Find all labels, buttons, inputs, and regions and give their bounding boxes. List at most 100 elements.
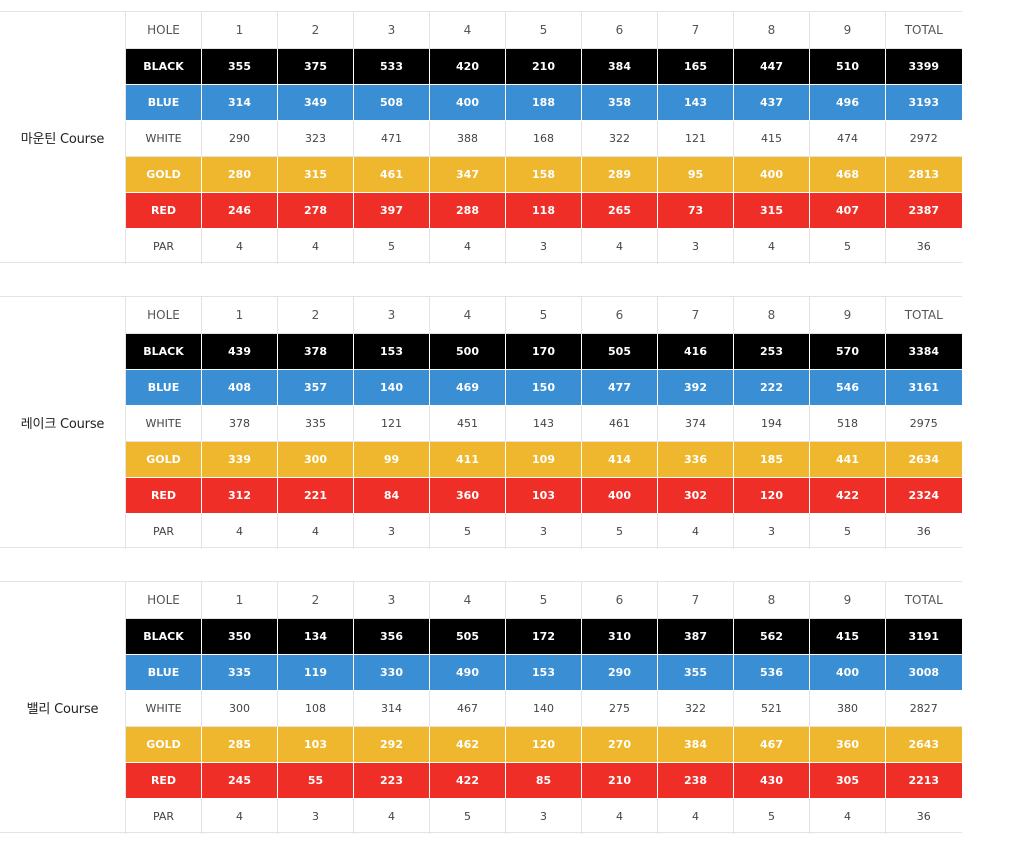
yardage-cell: 120 bbox=[733, 477, 810, 514]
yardage-cell: 300 bbox=[277, 441, 354, 478]
row-label: BLACK bbox=[125, 333, 202, 370]
yardage-cell: 400 bbox=[581, 477, 658, 514]
total-cell: 2813 bbox=[885, 156, 962, 193]
hole-number: 9 bbox=[809, 297, 886, 334]
yardage-cell: 474 bbox=[809, 120, 886, 157]
yardage-cell: 461 bbox=[581, 405, 658, 442]
yardage-cell: 451 bbox=[429, 405, 506, 442]
yardage-cell: 165 bbox=[657, 48, 734, 85]
row-label: BLUE bbox=[125, 84, 202, 121]
row-label: WHITE bbox=[125, 120, 202, 157]
hole-number: 5 bbox=[505, 297, 582, 334]
yardage-cell: 95 bbox=[657, 156, 734, 193]
par-tee-row: PAR 4 3 4 5 3 4 4 5 4 36 bbox=[125, 798, 962, 834]
yardage-cell: 150 bbox=[505, 369, 582, 406]
hole-number: 8 bbox=[733, 12, 810, 49]
yardage-cell: 3 bbox=[505, 798, 582, 834]
hole-number: 4 bbox=[429, 297, 506, 334]
yardage-cell: 3 bbox=[657, 228, 734, 264]
yardage-cell: 275 bbox=[581, 690, 658, 727]
yardage-cell: 400 bbox=[733, 156, 810, 193]
yardage-cell: 407 bbox=[809, 192, 886, 229]
yardage-cell: 533 bbox=[353, 48, 430, 85]
yardage-cell: 245 bbox=[201, 762, 278, 799]
yardage-cell: 356 bbox=[353, 618, 430, 655]
red-tee-row: RED 312 221 84 360 103 400 302 120 422 2324 bbox=[125, 477, 962, 514]
row-label: RED bbox=[125, 477, 202, 514]
yardage-cell: 4 bbox=[201, 798, 278, 834]
yardage-cell: 375 bbox=[277, 48, 354, 85]
yardage-cell: 437 bbox=[733, 84, 810, 121]
yardage-cell: 500 bbox=[429, 333, 506, 370]
yardage-cell: 289 bbox=[581, 156, 658, 193]
hole-number: 5 bbox=[505, 12, 582, 49]
yardage-cell: 270 bbox=[581, 726, 658, 763]
black-tee-row: BLACK 355 375 533 420 210 384 165 447 510 3399 bbox=[125, 48, 962, 85]
red-tee-row: RED 245 55 223 422 85 210 238 430 305 2213 bbox=[125, 762, 962, 799]
yardage-cell: 468 bbox=[809, 156, 886, 193]
yardage-cell: 153 bbox=[505, 654, 582, 691]
yardage-cell: 3 bbox=[353, 513, 430, 549]
total-cell: 3384 bbox=[885, 333, 962, 370]
yardage-cell: 357 bbox=[277, 369, 354, 406]
hole-label: HOLE bbox=[125, 297, 202, 334]
yardage-cell: 505 bbox=[429, 618, 506, 655]
yardage-cell: 288 bbox=[429, 192, 506, 229]
hole-number: 7 bbox=[657, 297, 734, 334]
yardage-cell: 496 bbox=[809, 84, 886, 121]
total-cell: 3008 bbox=[885, 654, 962, 691]
hole-number: 3 bbox=[353, 582, 430, 619]
total-cell: 3399 bbox=[885, 48, 962, 85]
yardage-cell: 153 bbox=[353, 333, 430, 370]
yardage-cell: 4 bbox=[581, 228, 658, 264]
yardage-cell: 278 bbox=[277, 192, 354, 229]
yardage-cell: 387 bbox=[657, 618, 734, 655]
hole-header-row: HOLE 1 2 3 4 5 6 7 8 9 TOTAL bbox=[125, 297, 962, 334]
gold-tee-row: GOLD 285 103 292 462 120 270 384 467 360 2643 bbox=[125, 726, 962, 763]
yardage-cell: 140 bbox=[353, 369, 430, 406]
yardage-cell: 461 bbox=[353, 156, 430, 193]
score-table: HOLE 1 2 3 4 5 6 7 8 9 TOTAL BLACK 355 375 533 420 210 38… bbox=[125, 12, 962, 264]
par-tee-row: PAR 4 4 5 4 3 4 3 4 5 36 bbox=[125, 228, 962, 264]
white-tee-row: WHITE 300 108 314 467 140 275 322 521 380 2827 bbox=[125, 690, 962, 727]
yardage-cell: 170 bbox=[505, 333, 582, 370]
yardage-cell: 3 bbox=[733, 513, 810, 549]
yardage-cell: 4 bbox=[581, 798, 658, 834]
yardage-cell: 84 bbox=[353, 477, 430, 514]
row-label: PAR bbox=[125, 798, 202, 834]
yardage-cell: 349 bbox=[277, 84, 354, 121]
yardage-cell: 194 bbox=[733, 405, 810, 442]
yardage-cell: 5 bbox=[353, 228, 430, 264]
yardage-cell: 3 bbox=[505, 228, 582, 264]
hole-number: 2 bbox=[277, 297, 354, 334]
yardage-cell: 285 bbox=[201, 726, 278, 763]
course-block-valley: 밸리 Course HOLE 1 2 3 4 5 6 7 8 9 TOTAL BLACK 350 134 3… bbox=[0, 581, 962, 834]
yardage-cell: 439 bbox=[201, 333, 278, 370]
yardage-cell: 323 bbox=[277, 120, 354, 157]
yardage-cell: 314 bbox=[201, 84, 278, 121]
yardage-cell: 330 bbox=[353, 654, 430, 691]
yardage-cell: 73 bbox=[657, 192, 734, 229]
yardage-cell: 339 bbox=[201, 441, 278, 478]
yardage-cell: 221 bbox=[277, 477, 354, 514]
yardage-cell: 4 bbox=[201, 228, 278, 264]
yardage-cell: 140 bbox=[505, 690, 582, 727]
yardage-cell: 462 bbox=[429, 726, 506, 763]
red-tee-row: RED 246 278 397 288 118 265 73 315 407 2387 bbox=[125, 192, 962, 229]
hole-number: 2 bbox=[277, 582, 354, 619]
yardage-cell: 121 bbox=[657, 120, 734, 157]
blue-tee-row: BLUE 314 349 508 400 188 358 143 437 496 3193 bbox=[125, 84, 962, 121]
hole-number: 8 bbox=[733, 582, 810, 619]
hole-number: 6 bbox=[581, 582, 658, 619]
yardage-cell: 430 bbox=[733, 762, 810, 799]
black-tee-row: BLACK 439 378 153 500 170 505 416 253 570 3384 bbox=[125, 333, 962, 370]
blue-tee-row: BLUE 335 119 330 490 153 290 355 536 400 3008 bbox=[125, 654, 962, 691]
yardage-cell: 238 bbox=[657, 762, 734, 799]
yardage-cell: 4 bbox=[657, 513, 734, 549]
yardage-cell: 380 bbox=[809, 690, 886, 727]
hole-number: 7 bbox=[657, 12, 734, 49]
yardage-cell: 521 bbox=[733, 690, 810, 727]
yardage-cell: 314 bbox=[353, 690, 430, 727]
yardage-cell: 158 bbox=[505, 156, 582, 193]
yardage-cell: 265 bbox=[581, 192, 658, 229]
